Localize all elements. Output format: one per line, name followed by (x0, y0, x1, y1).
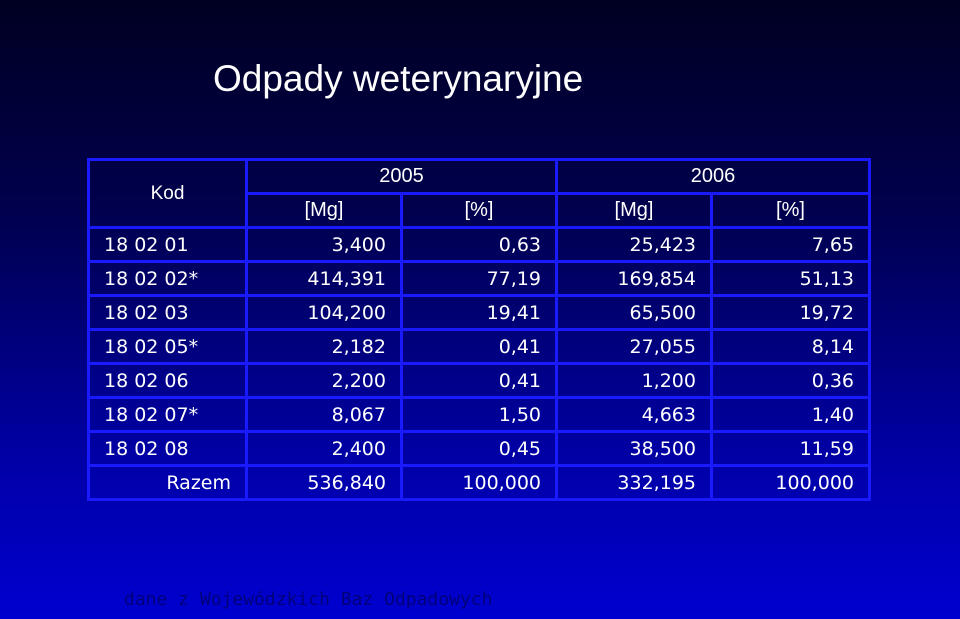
mg-2006-cell: 38,500 (555, 430, 713, 467)
table-row: 18 02 03 104,200 19,41 65,500 19,72 (87, 294, 871, 331)
code-header: Kod (87, 158, 248, 229)
pct-2005-cell: 0,45 (400, 430, 558, 467)
mg-2005-cell: 414,391 (245, 260, 403, 297)
total-pct-2006-cell: 100,000 (710, 464, 871, 501)
total-mg-2005-cell: 536,840 (245, 464, 403, 501)
mg-2005-cell: 2,182 (245, 328, 403, 365)
total-pct-2005-cell: 100,000 (400, 464, 558, 501)
waste-code-cell: 18 02 03 (87, 294, 248, 331)
mg-2006-cell: 1,200 (555, 362, 713, 399)
pct-2005-cell: 0,63 (400, 226, 558, 263)
pct-2005-cell: 0,41 (400, 362, 558, 399)
pct-2005-cell: 0,41 (400, 328, 558, 365)
pct-2005-cell: 19,41 (400, 294, 558, 331)
pct-2006-cell: 19,72 (710, 294, 871, 331)
mg-2006-cell: 27,055 (555, 328, 713, 365)
total-row: Razem 536,840 100,000 332,195 100,000 (87, 464, 871, 501)
waste-code-cell: 18 02 02* (87, 260, 248, 297)
waste-code-cell: 18 02 06 (87, 362, 248, 399)
header-row-units: [Mg] [%] [Mg] [%] (89, 192, 871, 229)
mg-2005-cell: 2,400 (245, 430, 403, 467)
pct-2006-cell: 8,14 (710, 328, 871, 365)
year-2006-header: 2006 (555, 158, 871, 195)
mg-2006-cell: 65,500 (555, 294, 713, 331)
unit-pct-2006-header: [%] (710, 192, 871, 229)
pct-2006-cell: 0,36 (710, 362, 871, 399)
unit-mg-2006-header: [Mg] (555, 192, 713, 229)
table-row: 18 02 06 2,200 0,41 1,200 0,36 (87, 362, 871, 399)
mg-2005-cell: 104,200 (245, 294, 403, 331)
unit-mg-2005-header: [Mg] (245, 192, 403, 229)
total-label-cell: Razem (87, 464, 248, 501)
mg-2005-cell: 2,200 (245, 362, 403, 399)
waste-code-cell: 18 02 01 (87, 226, 248, 263)
pct-2005-cell: 1,50 (400, 396, 558, 433)
table-row: 18 02 08 2,400 0,45 38,500 11,59 (87, 430, 871, 467)
pct-2006-cell: 51,13 (710, 260, 871, 297)
unit-pct-2005-header: [%] (400, 192, 558, 229)
pct-2006-cell: 7,65 (710, 226, 871, 263)
pct-2006-cell: 11,59 (710, 430, 871, 467)
waste-code-cell: 18 02 08 (87, 430, 248, 467)
waste-code-cell: 18 02 05* (87, 328, 248, 365)
total-mg-2006-cell: 332,195 (555, 464, 713, 501)
table-row: 18 02 05* 2,182 0,41 27,055 8,14 (87, 328, 871, 365)
mg-2006-cell: 169,854 (555, 260, 713, 297)
table-row: 18 02 07* 8,067 1,50 4,663 1,40 (87, 396, 871, 433)
mg-2005-cell: 8,067 (245, 396, 403, 433)
header-row-years: Kod 2005 2006 (87, 158, 871, 229)
source-note: dane z Wojewódzkich Baz Odpadowych (124, 589, 493, 610)
mg-2006-cell: 4,663 (555, 396, 713, 433)
pct-2005-cell: 77,19 (400, 260, 558, 297)
mg-2005-cell: 3,400 (245, 226, 403, 263)
table-row: 18 02 02* 414,391 77,19 169,854 51,13 (87, 260, 871, 297)
table-row: 18 02 01 3,400 0,63 25,423 7,65 (87, 226, 871, 263)
mg-2006-cell: 25,423 (555, 226, 713, 263)
waste-code-cell: 18 02 07* (87, 396, 248, 433)
page-title: Odpady weterynaryjne (213, 58, 584, 99)
pct-2006-cell: 1,40 (710, 396, 871, 433)
waste-table: Kod 2005 2006 [Mg] [%] [Mg] [%] 18 02 01… (87, 158, 871, 501)
table-body: Kod 2005 2006 [Mg] [%] [Mg] [%] 18 02 01… (87, 158, 871, 501)
year-2005-header: 2005 (245, 158, 558, 195)
